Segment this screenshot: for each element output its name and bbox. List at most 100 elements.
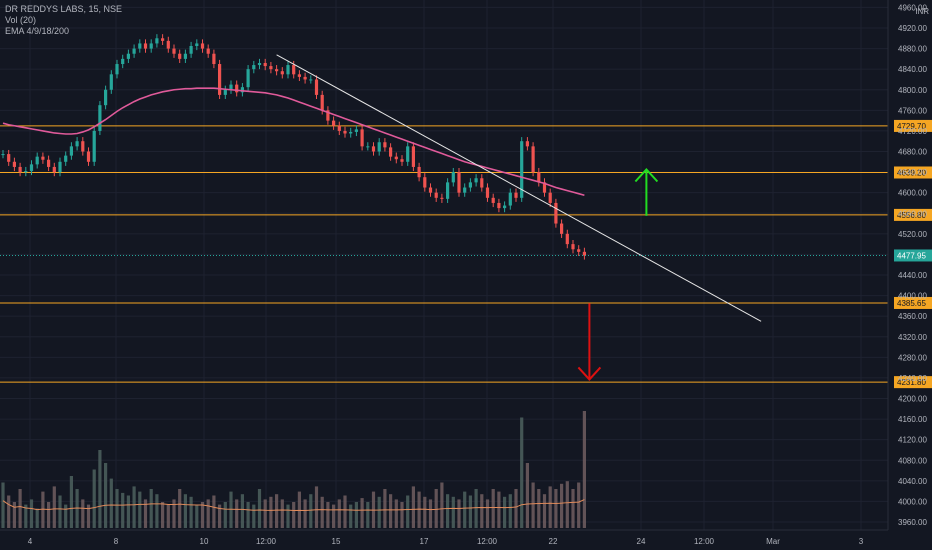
candle-body <box>18 166 22 173</box>
volume-bar <box>468 495 472 528</box>
volume-bar <box>161 502 165 528</box>
volume-bar <box>41 491 45 528</box>
volume-bar <box>314 486 319 528</box>
level-price-tag <box>894 119 932 132</box>
volume-bar <box>303 499 307 528</box>
volume-bar <box>531 482 535 528</box>
x-tick-label: 4 <box>28 537 33 546</box>
volume-bar <box>389 494 393 528</box>
volume-bar <box>1 482 5 528</box>
y-tick-label: 4040.00 <box>898 477 927 486</box>
support-resistance-levels[interactable]: 4729.70 4639.20 4556.80 4385.65 4231.80 <box>0 119 932 389</box>
ema-200-line <box>2 87 585 197</box>
volume-bar <box>457 499 461 528</box>
candle-body <box>86 151 91 162</box>
volume-bar <box>81 499 85 528</box>
volume-bar <box>428 499 433 528</box>
volume-bar <box>508 494 512 528</box>
x-tick-label: 8 <box>114 537 119 546</box>
volume-bar <box>218 504 222 528</box>
candle-body <box>491 197 495 203</box>
trendline <box>276 54 762 322</box>
volume-bar <box>485 499 490 528</box>
price-axis[interactable]: 3960.00 4000.00 4040.00 4080.00 4120.00 4160.… <box>887 0 932 530</box>
volume-bar <box>354 502 358 528</box>
volume-bar <box>377 496 381 528</box>
candle-body <box>149 43 153 49</box>
volume-indicator-label[interactable]: Vol (20) <box>5 15 37 25</box>
candle-body <box>41 156 45 160</box>
y-tick-label: 3960.00 <box>898 518 927 527</box>
volume-bar <box>166 504 170 528</box>
volume-bar <box>229 491 233 528</box>
candle-body <box>480 178 484 188</box>
volume-bar <box>417 491 421 528</box>
level-price-tag <box>894 376 932 389</box>
x-tick-label: 17 <box>420 537 429 546</box>
volume-bar <box>240 494 244 528</box>
level-price-label: 4556.80 <box>897 211 926 220</box>
volume-bar <box>297 491 301 528</box>
candle-body <box>47 159 51 167</box>
candle-body <box>109 74 113 90</box>
candle-body <box>155 38 159 44</box>
volume-bar <box>149 489 153 528</box>
volume-bar <box>252 504 256 528</box>
candle-body <box>200 43 205 49</box>
candle-body <box>377 142 381 152</box>
volume-bar <box>491 489 495 528</box>
x-tick-label: 12:00 <box>694 537 715 546</box>
candle-body <box>463 187 467 193</box>
time-axis[interactable]: 4 8 10 12:00 15 17 12:00 22 24 12:00 Mar 3 <box>0 529 888 546</box>
candle-body <box>428 187 433 193</box>
volume-bar <box>7 495 11 528</box>
candle-body <box>560 223 564 234</box>
candle-body <box>121 58 125 65</box>
volume-bar <box>474 489 478 528</box>
candle-body <box>115 64 119 75</box>
volume-bar <box>189 496 193 528</box>
y-tick-label: 4560.00 <box>898 209 927 218</box>
level-price-label: 4231.80 <box>897 378 926 387</box>
candle-body <box>166 40 170 49</box>
candle-body <box>446 182 450 199</box>
candle-body <box>35 156 39 165</box>
volume-bar <box>269 496 273 528</box>
y-tick-label: 4680.00 <box>898 148 927 157</box>
candle-body <box>58 161 62 173</box>
y-tick-label: 4200.00 <box>898 395 927 404</box>
currency-label: INR <box>915 7 929 16</box>
candle-body <box>571 244 575 250</box>
volume-bar <box>64 504 68 528</box>
ema-indicator-label[interactable]: EMA 4/9/18/200 <box>5 26 70 36</box>
candle-body <box>263 62 267 67</box>
last-price-label: 4477.95 <box>897 251 926 260</box>
candle-body <box>349 131 353 134</box>
candle-body <box>286 65 290 75</box>
candle-body <box>29 164 34 172</box>
candle-body <box>75 141 79 147</box>
volume-bar <box>47 502 51 528</box>
volume-bar <box>309 494 313 528</box>
symbol-title[interactable]: DR REDDYS LABS, 15, NSE <box>5 4 123 14</box>
candle-body <box>542 182 547 193</box>
volume-bar <box>406 495 410 528</box>
volume-bar <box>366 502 370 528</box>
candle-body <box>440 197 444 199</box>
candle-body <box>212 53 216 65</box>
y-tick-label: 4160.00 <box>898 415 927 424</box>
volume-bar <box>560 483 564 528</box>
volume-bar <box>292 502 296 528</box>
candle-body <box>1 154 5 156</box>
candle-body <box>577 249 581 252</box>
y-tick-label: 4760.00 <box>898 106 927 115</box>
volume-ma-line <box>2 499 585 511</box>
candle-body <box>497 202 501 209</box>
overlays[interactable] <box>0 54 888 381</box>
x-tick-label: 24 <box>637 537 646 546</box>
candlesticks <box>1 34 586 260</box>
candle-body <box>548 192 552 203</box>
volume-bar <box>332 504 336 528</box>
volume-bar <box>360 498 364 528</box>
